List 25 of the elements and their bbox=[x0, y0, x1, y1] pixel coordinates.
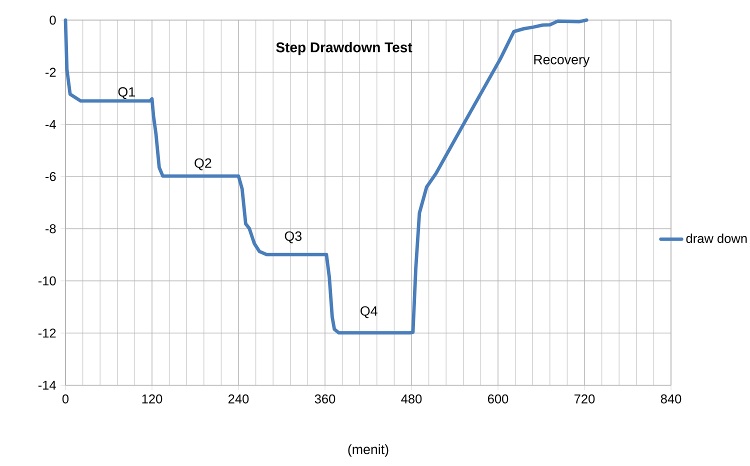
x-tick-label: 360 bbox=[314, 394, 336, 404]
y-tick-label: -6 bbox=[46, 172, 56, 181]
y-tick-label: -2 bbox=[46, 68, 56, 76]
y-tick-label: -14 bbox=[38, 380, 56, 390]
x-axis-title: (menit) bbox=[348, 444, 388, 457]
x-tick-label: 120 bbox=[142, 394, 162, 404]
y-tick-label: 0 bbox=[50, 15, 56, 24]
annotation: Recovery bbox=[534, 54, 590, 67]
annotation: Q4 bbox=[360, 306, 378, 318]
annotation: Q1 bbox=[118, 86, 135, 99]
x-tick-label: 840 bbox=[660, 394, 682, 404]
text: Step Drawdown Test bbox=[276, 42, 412, 55]
x-tick-label: 240 bbox=[228, 394, 249, 404]
legend-label: draw down bbox=[686, 233, 747, 243]
annotation: Q2 bbox=[194, 158, 212, 170]
line-series bbox=[64, 18, 588, 334]
x-tick-label: 480 bbox=[401, 394, 422, 404]
x-tick-label: 0 bbox=[62, 394, 69, 404]
y-tick-label: -8 bbox=[46, 224, 56, 234]
y-tick-label: -4 bbox=[46, 120, 56, 129]
x-tick-label: 600 bbox=[488, 394, 508, 404]
annotation: Q3 bbox=[284, 231, 302, 244]
y-tick-label: -10 bbox=[38, 276, 56, 286]
y-tick-label: -12 bbox=[38, 328, 56, 338]
x-tick-label: 720 bbox=[574, 394, 595, 404]
